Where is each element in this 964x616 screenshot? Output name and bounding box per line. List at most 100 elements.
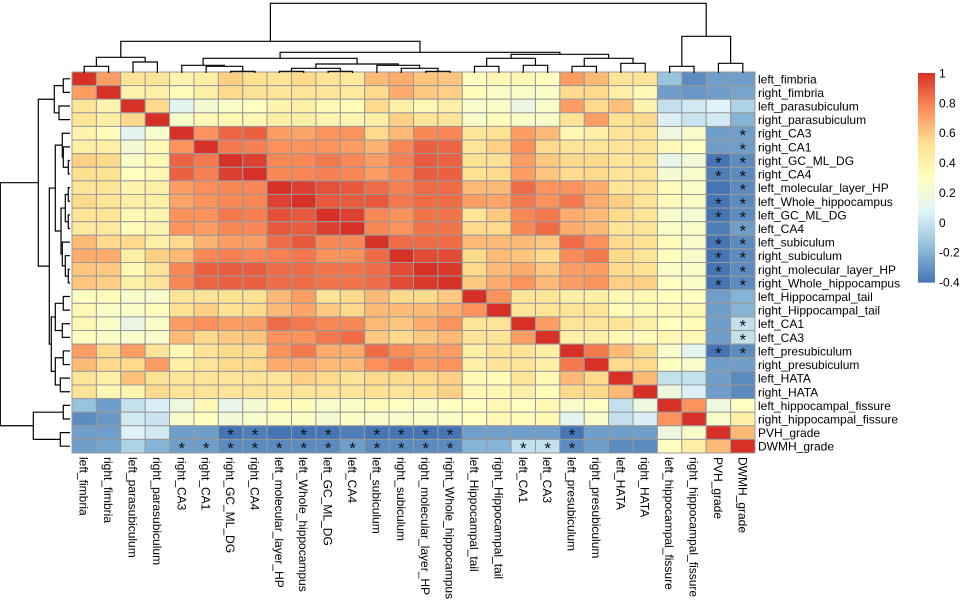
heatmap-cell <box>608 262 634 277</box>
heatmap-cell <box>413 370 439 386</box>
legend-gradient-step <box>918 83 935 87</box>
heatmap-cell <box>486 180 512 195</box>
heatmap-cells <box>71 71 756 454</box>
heatmap-cell <box>144 425 171 440</box>
heatmap-cell <box>583 316 610 332</box>
heatmap-cell <box>291 234 317 250</box>
heatmap-cell <box>461 153 488 168</box>
heatmap-cell <box>291 221 317 236</box>
heatmap-cell <box>169 411 195 427</box>
heatmap-cell <box>388 112 415 127</box>
column-label: left_presubiculum <box>565 457 579 551</box>
heatmap-cell <box>339 370 366 386</box>
heatmap-cell <box>71 370 97 386</box>
heatmap-cell <box>559 180 585 195</box>
heatmap-cell <box>608 98 634 114</box>
heatmap-cell <box>461 302 488 318</box>
heatmap-cell <box>169 425 195 440</box>
heatmap-cell <box>364 180 390 195</box>
heatmap-cell <box>632 262 658 277</box>
heatmap-cell <box>486 139 512 155</box>
heatmap-cell <box>534 207 561 223</box>
heatmap-cell <box>144 85 171 100</box>
heatmap-cell <box>656 398 683 413</box>
heatmap-cell <box>437 180 463 195</box>
heatmap-cell <box>169 125 195 141</box>
heatmap-cell <box>315 125 341 141</box>
heatmap-cell <box>339 248 366 263</box>
heatmap-cell <box>559 193 585 209</box>
heatmap-cell <box>315 316 341 332</box>
heatmap-cell <box>242 262 268 277</box>
heatmap-cell <box>95 71 122 87</box>
heatmap-cell <box>437 98 463 114</box>
heatmap-cell <box>681 193 707 209</box>
heatmap-cell <box>486 316 512 332</box>
row-label: left_presubiculum <box>758 344 852 358</box>
heatmap-cell <box>315 85 341 100</box>
heatmap-cell <box>632 302 658 318</box>
heatmap-cell <box>534 411 561 427</box>
heatmap-cell <box>315 275 341 291</box>
heatmap-cell <box>388 221 415 236</box>
heatmap-cell <box>266 398 293 413</box>
heatmap-cell <box>632 289 658 304</box>
heatmap-cell <box>437 289 463 304</box>
heatmap-cell <box>510 207 536 223</box>
heatmap-cell <box>266 425 293 440</box>
legend-tick-label: 0 <box>939 216 946 230</box>
heatmap-cell <box>144 357 171 372</box>
legend-gradient-step <box>918 265 935 268</box>
heatmap-cell <box>266 289 293 304</box>
heatmap-cell <box>266 248 293 263</box>
legend-gradient-step <box>918 275 935 279</box>
dendrogram-branch <box>67 214 70 230</box>
heatmap-cell <box>339 425 366 440</box>
heatmap-cell <box>632 153 658 168</box>
heatmap-cell <box>461 384 488 400</box>
heatmap-cell <box>217 275 244 291</box>
heatmap-cell <box>413 193 439 209</box>
heatmap-cell <box>437 330 463 345</box>
heatmap-cell <box>95 275 122 291</box>
heatmap-cell <box>681 153 707 168</box>
heatmap-cell <box>364 112 390 127</box>
heatmap-cell <box>510 398 536 413</box>
heatmap-cell <box>169 193 195 209</box>
heatmap-cell <box>559 125 585 141</box>
heatmap-cell <box>266 180 293 195</box>
heatmap-cell <box>608 316 634 332</box>
column-label: right_HATA <box>638 457 652 517</box>
column-label: PVH_grade <box>711 457 725 519</box>
heatmap-cell <box>559 398 585 413</box>
row-label: PVH_grade <box>758 426 820 440</box>
heatmap-cell <box>656 71 683 87</box>
heatmap-cell <box>413 343 439 359</box>
legend-gradient-step <box>918 277 935 281</box>
heatmap-cell <box>632 275 658 291</box>
legend-gradient-step <box>918 217 935 220</box>
heatmap-cell <box>217 153 244 168</box>
legend-gradient-step <box>918 225 935 229</box>
significance-star: * <box>739 208 746 227</box>
legend-gradient-step <box>918 240 935 243</box>
heatmap-cell <box>534 289 561 304</box>
heatmap-cell <box>461 357 488 372</box>
heatmap-cell <box>583 411 610 427</box>
row-label: right_parasubiculum <box>758 113 866 127</box>
legend-gradient-step <box>918 116 935 120</box>
legend-gradient-step <box>918 185 935 189</box>
heatmap-cell <box>608 193 634 209</box>
column-label: right_fimbria <box>101 457 115 523</box>
heatmap-cell <box>388 180 415 195</box>
heatmap-cell <box>193 330 219 345</box>
heatmap-cell <box>632 85 658 100</box>
row-label: left_CA1 <box>758 317 804 331</box>
heatmap-cell <box>388 71 415 87</box>
heatmap-cell <box>120 153 146 168</box>
column-label: right_GC_ML_DG <box>223 457 237 553</box>
heatmap-cell <box>608 275 634 291</box>
legend-gradient-step <box>918 233 935 237</box>
legend-gradient-step <box>918 190 935 193</box>
significance-star: * <box>203 439 210 458</box>
